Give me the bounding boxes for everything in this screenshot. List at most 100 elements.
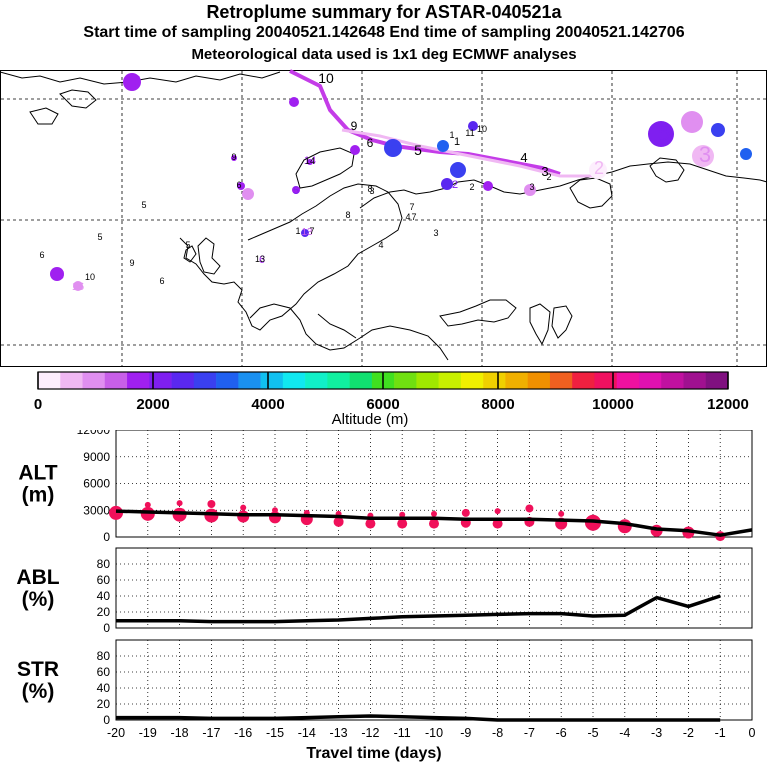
panel-xtick-label: -4 (619, 726, 630, 740)
panel-ytick-label: 60 (97, 665, 111, 679)
panel-ylabel-ALT: ALT (18, 462, 57, 485)
trajectory-small-label: 1 (295, 226, 300, 236)
panel-xtick-label: -9 (460, 726, 471, 740)
colorbar-swatch (282, 372, 306, 389)
panel-xtick-label: -20 (107, 726, 125, 740)
colorbar-swatch (438, 372, 462, 389)
trajectory-number-label: 10 (318, 70, 334, 86)
plume-marker (468, 121, 478, 131)
trajectory-small-label: 4 (405, 212, 410, 222)
panel-ytick-label: 80 (97, 557, 111, 571)
trajectory-number-label: 6 (367, 136, 374, 150)
trajectory-number-label: 1 (484, 181, 490, 193)
colorbar-tick-label: 4000 (251, 396, 284, 413)
plume-marker (711, 123, 725, 137)
panel-ytick-label: 60 (97, 573, 111, 587)
trajectory-small-label: 7 (309, 226, 314, 236)
trajectory-small-label: 4 (378, 240, 383, 250)
coastline (179, 183, 403, 331)
trajectory-small-label: 9 (129, 258, 134, 268)
panel-ylabel-ABL: ABL (16, 566, 59, 589)
trajectory-number-label: 8 (455, 166, 461, 178)
colorbar-swatch (327, 372, 350, 389)
colorbar-swatch (661, 372, 684, 389)
panel-ytick-label: 40 (97, 589, 111, 603)
trajectory-number-label: 16 (125, 72, 141, 88)
plume-marker (441, 178, 453, 190)
panel-xtick-label: -2 (683, 726, 694, 740)
panel-xtick-label: -8 (492, 726, 503, 740)
alt-sample-circle (144, 501, 151, 508)
alt-sample-circle (109, 505, 123, 520)
trajectory-small-label: 5 (141, 200, 146, 210)
plume-marker (123, 73, 141, 91)
panel-series-line-ALT (115, 509, 753, 537)
colorbar-swatch (416, 372, 439, 389)
coastline (59, 89, 97, 109)
colorbar-swatch (638, 372, 662, 389)
alt-sample-circle (461, 508, 470, 517)
trajectory-small-label: 3 (529, 182, 534, 192)
trajectory-small-label: 13 (255, 254, 265, 264)
trajectory-small-label: 7 (409, 202, 414, 212)
map-frame (0, 70, 767, 367)
colorbar-title: Altitude (m) (332, 411, 409, 428)
coastline (317, 313, 357, 339)
alt-sample-circle (333, 516, 344, 527)
trajectory-number-label: 6 (390, 143, 396, 155)
alt-sample-circle (525, 504, 534, 513)
plume-marker (242, 188, 254, 200)
colorbar-swatch (683, 372, 707, 389)
panel-ytick-label: 12000 (77, 430, 111, 437)
colorbar-tick-label: 10000 (592, 396, 634, 413)
trajectory-number-label: 7 (441, 141, 447, 153)
alt-sample-circle (397, 518, 408, 529)
trajectory-number-label: 10 (52, 270, 64, 282)
trajectory-small-label: 5 (185, 240, 190, 250)
alt-sample-circle (207, 500, 216, 509)
colorbar-swatch (572, 372, 595, 389)
panel-xtick-label: -15 (266, 726, 284, 740)
plume-marker (740, 148, 752, 160)
plume-marker (307, 159, 313, 165)
panel-xtick-label: -1 (715, 726, 726, 740)
trajectory-small-label: 7 (411, 212, 416, 222)
trajectory-small-label: 8 (367, 184, 372, 194)
colorbar-swatch (127, 372, 150, 389)
colorbar-swatch (394, 372, 417, 389)
trajectory-number-label: 5 (293, 185, 299, 197)
trajectory-number-label: 4 (245, 189, 251, 201)
trajectory-small-label: 6 (159, 276, 164, 286)
alt-sample-circle (365, 518, 376, 529)
panel-series-line-ABL (116, 594, 721, 624)
panel-xtick-label: -17 (202, 726, 220, 740)
alt-sample-circle (240, 504, 247, 511)
trajectory-number-label: 6 (690, 113, 698, 129)
panel-ytick-label: 80 (97, 649, 111, 663)
panel-xtick-label: -13 (330, 726, 348, 740)
trajectory-number-label: 3 (529, 186, 535, 198)
trajectory-small-label: 2 (469, 182, 474, 192)
coastline (249, 303, 449, 361)
colorbar-swatch (594, 372, 618, 389)
trajectory-number-label: 4 (520, 150, 527, 165)
trajectory-small-label: 6 (236, 180, 241, 190)
plume-marker (483, 181, 493, 191)
trajectory-number-label: 6 (259, 254, 265, 266)
plume-marker (350, 145, 360, 155)
trajectory-small-label: 8 (345, 210, 350, 220)
trajectory-small-label: 1 (449, 130, 454, 140)
plume-marker (384, 139, 402, 157)
trajectory-number-label: 1 (454, 136, 460, 148)
plume-marker (292, 186, 300, 194)
panel-ytick-label: 0 (103, 621, 110, 635)
trajectory-number-label: 13 (301, 227, 313, 238)
panel-ytick-label: 0 (103, 530, 110, 544)
colorbar-swatch (483, 372, 506, 389)
trajectory-number-label: 14 (304, 155, 316, 167)
altitude-colorbar: 0 2000 4000 6000 8000 10000 12000 Altitude (m) (34, 371, 749, 428)
panel-xtick-label: -18 (171, 726, 189, 740)
trajectory-number-label: 2 (594, 158, 604, 178)
alt-sample-circle (492, 518, 503, 529)
